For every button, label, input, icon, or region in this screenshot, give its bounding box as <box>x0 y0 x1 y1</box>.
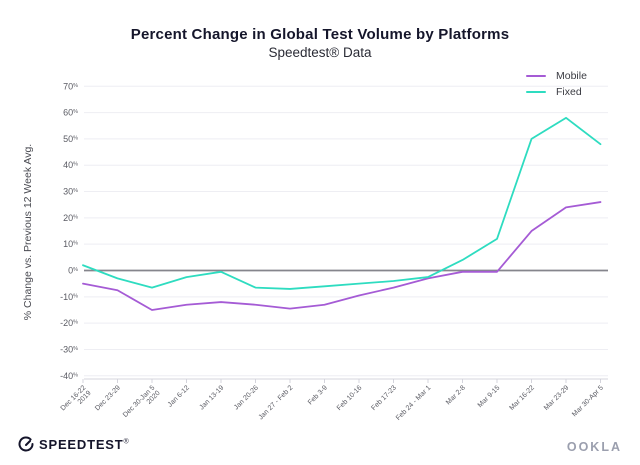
x-tick-label: Jan 20-26 <box>233 384 260 411</box>
x-tick-label: Feb 24 - Mar 1 <box>395 384 432 421</box>
x-tick-label: Feb 3-9 <box>307 384 329 406</box>
legend-label-mobile: Mobile <box>556 70 587 82</box>
y-tick-label: -10% <box>60 292 78 302</box>
x-tick-label: Mar 16-22 <box>508 384 536 412</box>
y-tick-label: 50% <box>63 134 78 144</box>
y-tick-label: -30% <box>60 344 78 354</box>
y-axis-title: % Change vs. Previous 12 Week Avg. <box>22 143 34 321</box>
x-tick-label: Dec 16-222019 <box>60 384 93 417</box>
y-tick-label: 10% <box>63 239 78 249</box>
chart-legend: Mobile Fixed <box>526 70 587 98</box>
y-tick-label: 60% <box>63 108 78 118</box>
chart-subtitle: Speedtest® Data <box>268 45 372 60</box>
x-tick-label: Mar 9-15 <box>477 384 502 409</box>
x-tick-label: Jan 6-12 <box>167 384 191 408</box>
x-tick-label: Jan 27 - Feb 2 <box>258 384 295 421</box>
legend-item-fixed: Fixed <box>526 86 587 98</box>
speedtest-gauge-icon <box>18 436 34 452</box>
y-tick-label: -20% <box>60 318 78 328</box>
chart-title: Percent Change in Global Test Volume by … <box>130 26 510 43</box>
x-tick-label: Dec 23-29 <box>94 384 122 412</box>
series-line-mobile <box>82 201 602 311</box>
registered-mark: ® <box>123 438 130 446</box>
y-tick-label: 70% <box>63 81 78 91</box>
x-tick-label: Mar 2-8 <box>445 384 467 406</box>
fixed-line-swatch <box>526 91 546 93</box>
legend-item-mobile: Mobile <box>526 70 587 82</box>
speedtest-brand: SPEEDTEST® <box>18 436 129 452</box>
y-tick-label: 30% <box>63 187 78 197</box>
x-tick-label: Feb 10-16 <box>336 384 364 412</box>
speedtest-wordmark: SPEEDTEST® <box>39 436 130 452</box>
x-tick-label: Feb 17-23 <box>370 384 398 412</box>
series-line-fixed <box>82 116 602 290</box>
y-tick-label: 0% <box>68 266 78 276</box>
mobile-line-swatch <box>526 75 546 77</box>
y-tick-label: 40% <box>63 160 78 170</box>
x-tick-label: Mar 23-29 <box>543 384 571 412</box>
x-tick-label: Dec 30-Jan 52020 <box>122 384 162 424</box>
x-tick-label: Mar 30-Apr 5 <box>571 384 605 418</box>
x-tick-label: Jan 13-19 <box>198 384 225 411</box>
legend-label-fixed: Fixed <box>556 86 582 98</box>
y-tick-label: 20% <box>63 213 78 223</box>
y-tick-label: -40% <box>60 371 78 381</box>
ookla-logo: OOKLA <box>566 440 622 454</box>
